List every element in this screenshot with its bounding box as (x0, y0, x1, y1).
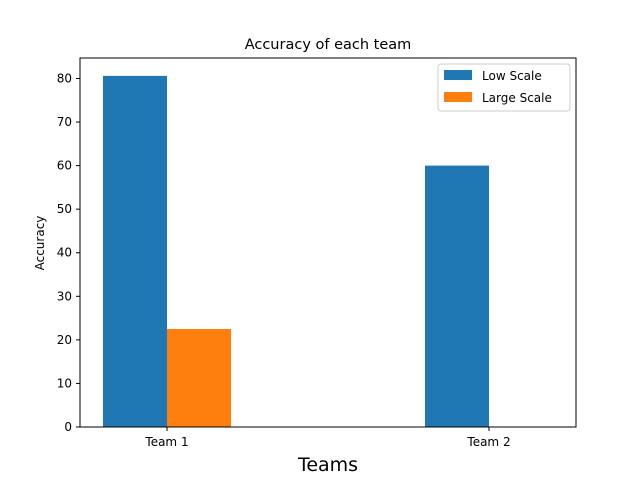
x-axis-ticks: Team 1 Team 2 (144, 427, 511, 449)
x-tick-label-team-2: Team 2 (466, 435, 510, 449)
y-tick-label: 70 (57, 115, 72, 129)
bar-low-scale-team-2 (425, 165, 489, 427)
y-tick-label: 60 (57, 159, 72, 173)
y-tick-label: 10 (57, 376, 72, 390)
y-axis-ticks: 0 10 20 30 40 50 60 70 80 (57, 71, 80, 434)
legend-swatch-low-scale (444, 70, 472, 80)
legend-label-low-scale: Low Scale (482, 69, 542, 83)
chart-title: Accuracy of each team (245, 37, 412, 53)
bar-low-scale-team-1 (103, 75, 167, 427)
y-tick-label: 40 (57, 246, 72, 260)
x-axis-label: Teams (297, 454, 358, 476)
y-tick-label: 80 (57, 71, 72, 85)
y-tick-label: 0 (64, 420, 72, 434)
y-tick-label: 50 (57, 202, 72, 216)
legend-label-large-scale: Large Scale (482, 91, 552, 105)
x-tick-label-team-1: Team 1 (144, 435, 188, 449)
legend-swatch-large-scale (444, 92, 472, 102)
legend: Low Scale Large Scale (437, 63, 571, 112)
bars-layer (103, 75, 489, 427)
y-tick-label: 20 (57, 333, 72, 347)
y-axis-label: Accuracy (33, 216, 47, 271)
bar-large-scale-team-1 (167, 328, 231, 427)
y-tick-label: 30 (57, 289, 72, 303)
plot-frame (79, 57, 577, 428)
